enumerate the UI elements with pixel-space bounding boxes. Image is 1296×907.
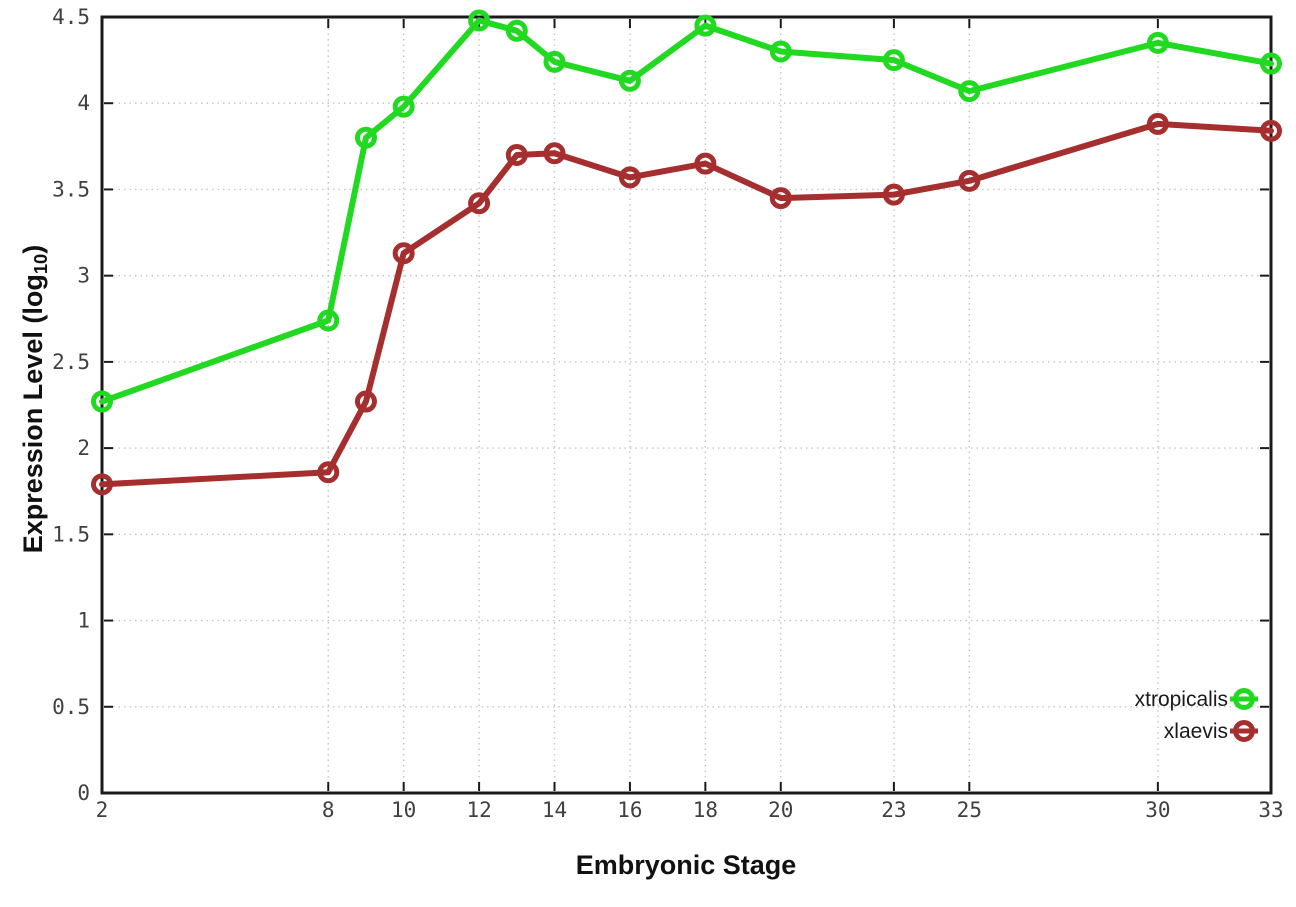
- x-tick-label: 10: [391, 798, 416, 822]
- y-tick-label: 3: [77, 264, 90, 288]
- data-point-xtropicalis: [392, 95, 415, 118]
- data-point-xtropicalis: [694, 14, 717, 37]
- x-tick-label: 33: [1258, 798, 1283, 822]
- plot-border: [100, 15, 1273, 795]
- data-point-xlaevis: [769, 187, 792, 210]
- x-tick-label: 2: [96, 798, 109, 822]
- data-point-xtropicalis: [618, 69, 641, 92]
- y-tick-label: 3.5: [52, 177, 90, 201]
- y-axis-title-text: Expression Level (log: [18, 274, 48, 554]
- series-line-xlaevis: [99, 120, 1274, 488]
- data-point-xtropicalis: [958, 80, 981, 103]
- x-tick-label: 20: [768, 798, 793, 822]
- x-tick-label: 30: [1145, 798, 1170, 822]
- data-point-xlaevis: [694, 152, 717, 175]
- y-axis-title-subscript: 10: [30, 253, 52, 275]
- data-point-xtropicalis: [468, 9, 491, 32]
- legend-sample-marker-xtropicalis: [1233, 688, 1255, 710]
- legend-label-xtropicalis: xtropicalis: [1135, 688, 1228, 711]
- y-tick-label: 4.5: [52, 5, 90, 29]
- x-tick-label: 12: [466, 798, 491, 822]
- y-tick-label: 0: [77, 781, 90, 805]
- data-point-xtropicalis: [882, 49, 905, 72]
- data-point-xtropicalis: [354, 126, 377, 149]
- x-axis-title: Embryonic Stage: [575, 850, 797, 880]
- y-tick-label: 4: [77, 91, 90, 115]
- y-tick-label: 1.5: [52, 522, 90, 546]
- data-point-xtropicalis: [91, 390, 113, 413]
- x-tick-label: 25: [957, 798, 982, 822]
- x-tick-label: 8: [322, 798, 335, 822]
- y-tick-label: 1: [77, 609, 90, 633]
- x-tick-label: 18: [693, 798, 718, 822]
- data-point-xlaevis: [618, 166, 641, 189]
- y-axis-title: Expression Level (log10): [18, 9, 58, 789]
- series-line-xtropicalis: [99, 17, 1274, 405]
- data-point-xlaevis: [468, 192, 491, 215]
- data-point-xlaevis: [1146, 112, 1169, 135]
- data-point-xlaevis: [505, 143, 528, 166]
- y-tick-label: 0.5: [52, 695, 90, 719]
- x-tick-label: 16: [617, 798, 642, 822]
- legend-label-xlaevis: xlaevis: [1164, 720, 1228, 743]
- data-point-xlaevis: [543, 142, 566, 165]
- legend-sample-marker-xlaevis: [1233, 720, 1255, 742]
- x-tick-label: 23: [881, 798, 906, 822]
- y-tick-label: 2.5: [52, 350, 90, 374]
- data-point-xlaevis: [91, 473, 113, 496]
- data-point-xtropicalis: [769, 40, 792, 63]
- data-point-xlaevis: [958, 169, 981, 192]
- data-point-xlaevis: [1260, 119, 1282, 142]
- data-point-xlaevis: [392, 242, 415, 265]
- data-point-xlaevis: [882, 183, 905, 206]
- data-point-xtropicalis: [317, 309, 340, 332]
- data-point-xtropicalis: [1146, 31, 1169, 54]
- y-axis-title-suffix: ): [18, 244, 48, 254]
- data-point-xtropicalis: [1260, 52, 1282, 75]
- y-tick-label: 2: [77, 436, 90, 460]
- data-point-xtropicalis: [505, 19, 528, 42]
- x-tick-label: 14: [542, 798, 567, 822]
- data-point-xlaevis: [354, 390, 377, 413]
- data-point-xtropicalis: [543, 50, 566, 73]
- data-point-xlaevis: [317, 461, 340, 484]
